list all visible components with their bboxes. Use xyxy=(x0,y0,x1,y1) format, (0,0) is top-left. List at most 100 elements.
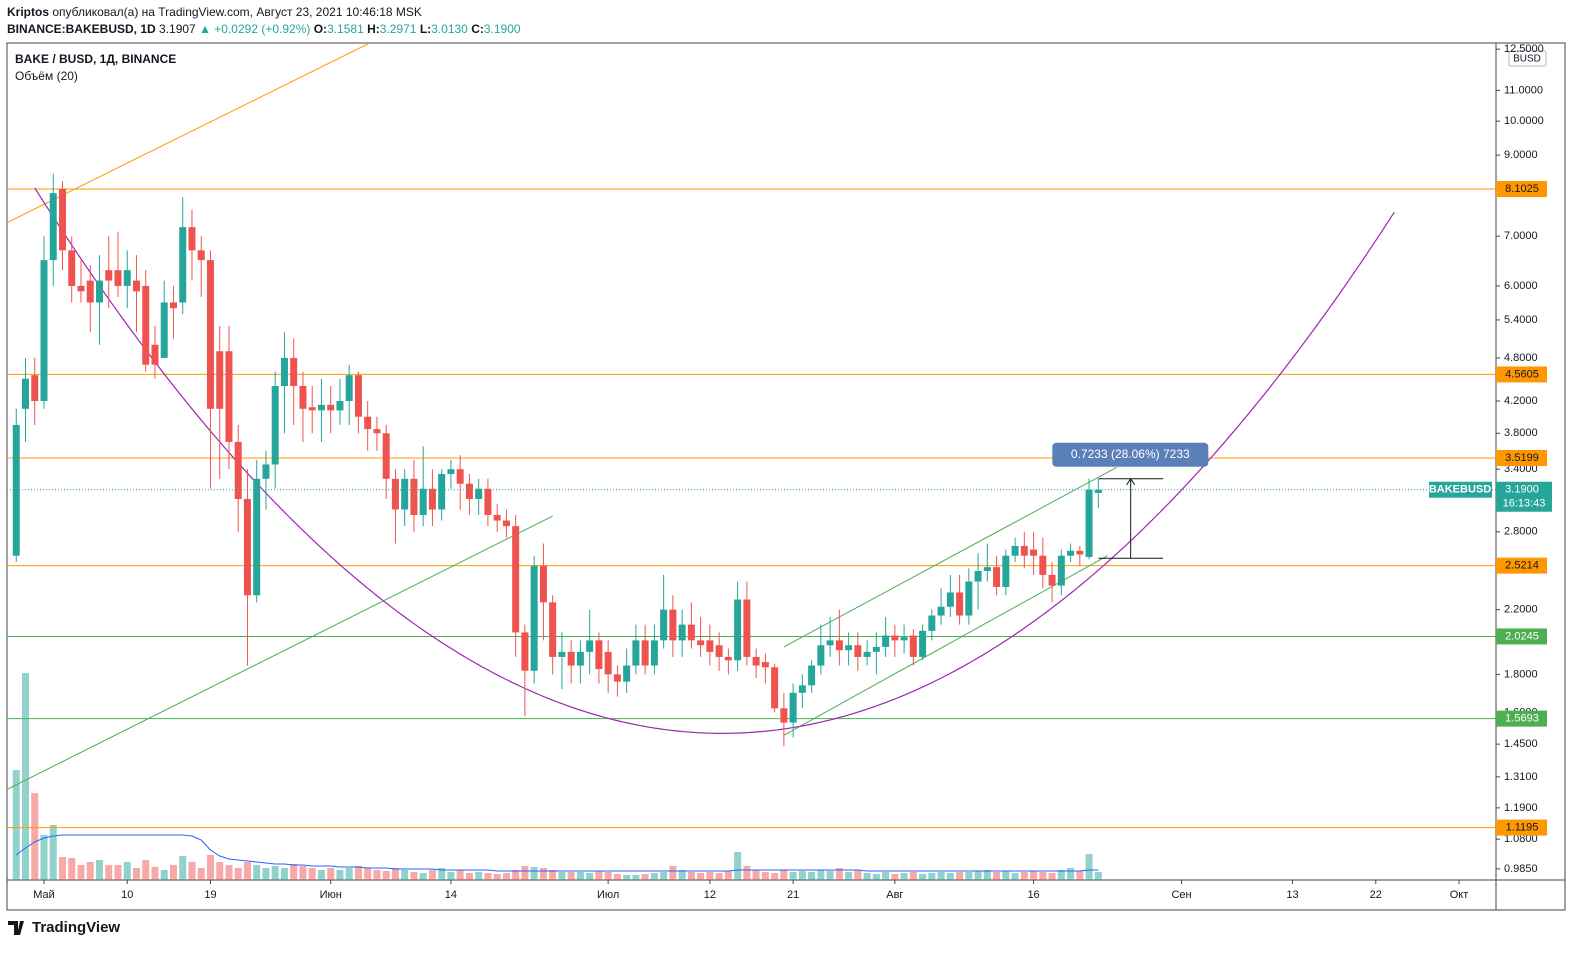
candle-body xyxy=(447,469,455,474)
candle-body xyxy=(391,478,399,510)
candle-body xyxy=(697,640,705,646)
volume-bar xyxy=(317,870,325,880)
candle-body xyxy=(993,567,1001,587)
change: ▲ +0.0292 (+0.92%) xyxy=(199,22,311,36)
candle-body xyxy=(586,640,594,652)
y-tick-label: 12.5000 xyxy=(1504,43,1544,55)
volume-bar xyxy=(1039,872,1047,880)
volume-bar xyxy=(391,868,399,880)
candle-body xyxy=(798,685,806,693)
y-tick-label: 0.9850 xyxy=(1504,863,1538,875)
author: Kriptos xyxy=(7,5,49,19)
level-label-bg xyxy=(1496,557,1547,574)
y-tick-label: 7.0000 xyxy=(1504,230,1538,242)
volume-bar xyxy=(31,793,39,880)
currency: BUSD xyxy=(1513,54,1541,65)
volume-bar xyxy=(206,855,214,880)
volume-bar xyxy=(567,872,575,880)
candle-body xyxy=(909,635,917,657)
volume-bar xyxy=(521,866,529,880)
candle-body xyxy=(595,640,603,670)
candle-body xyxy=(845,645,853,651)
level-label: 2.0245 xyxy=(1505,630,1539,642)
candle-body xyxy=(1020,545,1028,556)
volume-bar xyxy=(197,868,205,880)
candle-body xyxy=(919,630,927,657)
volume-bar xyxy=(595,871,603,880)
candle-body xyxy=(891,635,899,641)
volume-bar xyxy=(808,872,816,880)
volume-bar xyxy=(438,868,446,880)
volume-bar xyxy=(678,870,686,880)
level-label-bg xyxy=(1496,181,1547,198)
volume-bar xyxy=(234,868,242,880)
candle-body xyxy=(706,640,714,652)
candle-body xyxy=(31,375,39,402)
volume-bar xyxy=(965,872,973,880)
ohlc-value: 3.0130 xyxy=(431,22,468,36)
candle-body xyxy=(299,385,307,409)
volume-bar xyxy=(290,864,298,880)
volume-bar xyxy=(706,872,714,880)
volume-bar xyxy=(262,868,270,880)
volume-bar xyxy=(817,870,825,880)
volume-bar xyxy=(854,870,862,880)
level-label-bg xyxy=(1496,819,1547,836)
volume-bar xyxy=(345,868,353,880)
frame xyxy=(6,42,1566,911)
candle-body xyxy=(1067,550,1075,556)
candle-body xyxy=(734,599,742,661)
candle-body xyxy=(206,260,214,409)
candle-body xyxy=(142,285,150,365)
volume-bar xyxy=(863,873,871,880)
volume-bar xyxy=(632,875,640,880)
level-label-bg xyxy=(1496,449,1547,466)
volume-bar xyxy=(946,873,954,880)
volume-bar xyxy=(308,868,316,880)
volume-bar xyxy=(151,867,159,880)
candle-body xyxy=(974,570,982,582)
candle-body xyxy=(1057,555,1065,586)
candle-body xyxy=(290,357,298,386)
volume-bar xyxy=(900,873,908,880)
volume-bar xyxy=(382,871,390,880)
symbol-badge: BAKEBUSD xyxy=(1429,484,1491,496)
candle-body xyxy=(1039,555,1047,575)
volume-bar xyxy=(530,867,538,880)
volume-bar xyxy=(780,870,788,880)
header-line: BINANCE:BAKEBUSD, 1D 3.1907 ▲ +0.0292 (+… xyxy=(7,22,521,36)
candle-body xyxy=(49,193,57,261)
volume-bar xyxy=(974,871,982,880)
volume-title: Объём (20) xyxy=(15,69,78,83)
last-price-label: 3.1900 xyxy=(1505,484,1539,496)
ohlc-label: O: xyxy=(313,22,328,36)
y-tick-label: 1.4500 xyxy=(1504,738,1538,750)
candle-body xyxy=(382,433,390,479)
y-tick-label: 5.4000 xyxy=(1504,314,1538,326)
level-label-bg xyxy=(1496,710,1547,727)
trendline xyxy=(7,43,368,224)
y-tick-label: 3.8000 xyxy=(1504,427,1538,439)
volume-bar xyxy=(21,673,29,880)
candle-body xyxy=(549,602,557,657)
candle-body xyxy=(77,285,85,292)
volume-bar xyxy=(484,873,492,880)
volume-bar xyxy=(734,852,742,880)
volume-bar xyxy=(669,866,677,880)
candle-body xyxy=(86,280,94,303)
candle-body xyxy=(493,514,501,521)
y-tick-label: 6.0000 xyxy=(1504,280,1538,292)
candle-body xyxy=(317,404,325,411)
volume-bar xyxy=(993,872,1001,880)
candle-body xyxy=(521,632,529,671)
volume-bar xyxy=(586,873,594,880)
level-label: 1.5693 xyxy=(1505,713,1539,725)
volume-bar xyxy=(410,872,418,880)
volume-bar xyxy=(724,871,732,880)
y-tick-label: 1.0800 xyxy=(1504,833,1538,845)
level-label: 8.1025 xyxy=(1505,183,1539,195)
candle-body xyxy=(114,270,122,286)
candle-body xyxy=(771,667,779,709)
